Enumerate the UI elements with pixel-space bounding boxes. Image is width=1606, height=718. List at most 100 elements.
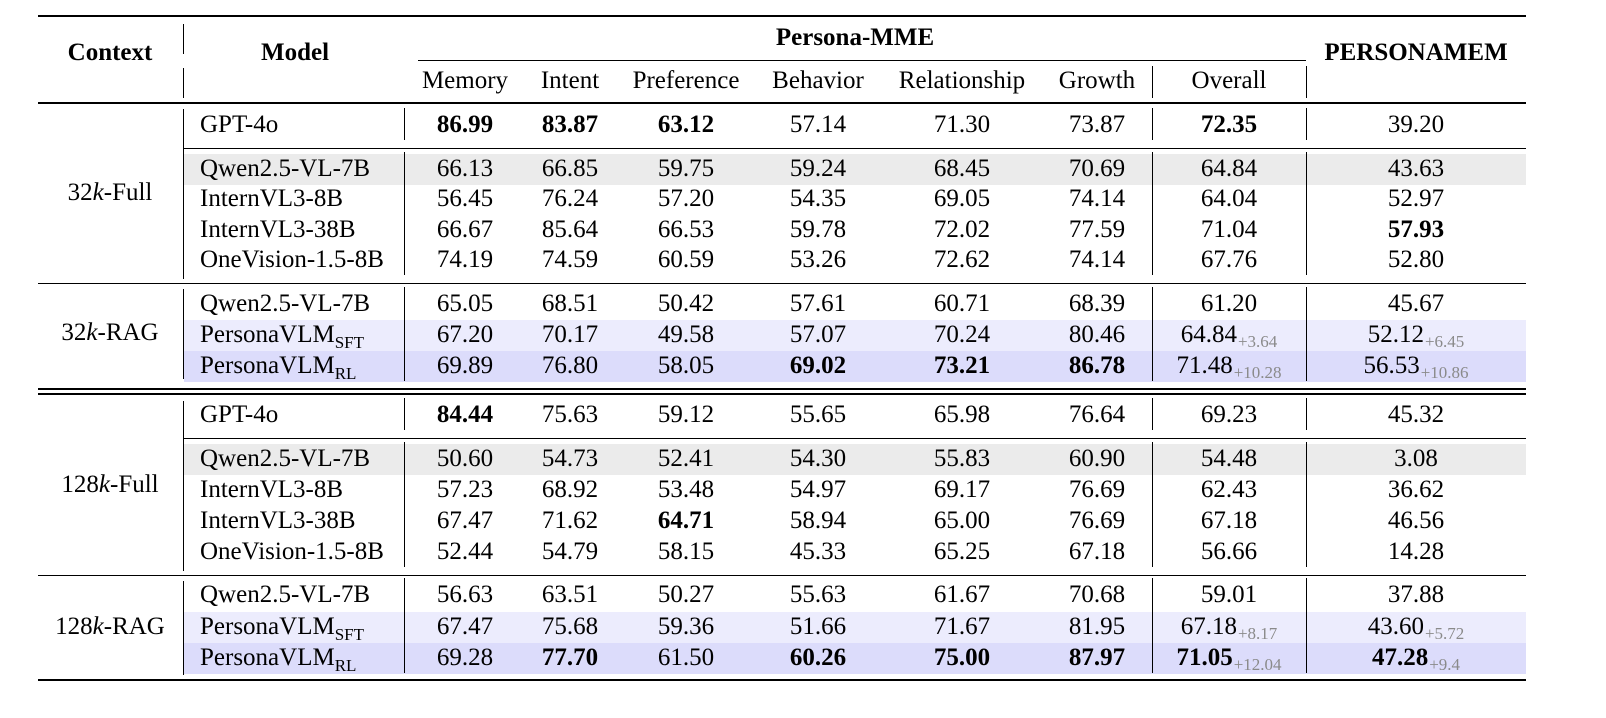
context-vsep (183, 109, 184, 279)
model-name: OneVision-1.5-8B (200, 246, 384, 273)
score-delta: +8.17 (1237, 624, 1278, 643)
group-vsep (1306, 152, 1307, 275)
score-cell: 60.90 (1068, 445, 1126, 472)
model-subscript: SFT (334, 333, 365, 352)
score-cell: 65.00 (933, 507, 991, 534)
score-cell: 71.67 (933, 613, 991, 640)
group-vsep (1152, 398, 1153, 430)
score-cell: 69.23 (1200, 401, 1258, 428)
header-col-memory: Memory (421, 67, 509, 94)
score-cell: 60.26 (789, 644, 847, 671)
row-highlight-sft (184, 320, 1526, 351)
score-cell: 75.63 (541, 401, 599, 428)
score-delta: +6.45 (1424, 332, 1465, 351)
score-cell: 57.14 (789, 111, 847, 138)
score-cell: 81.95 (1068, 613, 1126, 640)
group-vsep (404, 578, 405, 673)
score-cell: 85.64 (541, 216, 599, 243)
model-name: InternVL3-8B (200, 476, 344, 503)
header-col-growth: Growth (1058, 67, 1136, 94)
score-cell: 66.67 (436, 216, 494, 243)
header-group: Persona-MME (775, 24, 935, 51)
score-cell: 46.56 (1387, 507, 1445, 534)
score-cell: 45.32 (1387, 401, 1445, 428)
score-cell: 80.46 (1068, 321, 1126, 348)
group-vsep (1306, 442, 1307, 567)
top-rule (38, 15, 1526, 17)
group-vsep (1306, 578, 1307, 673)
group-vsep (404, 152, 405, 275)
score-cell: 84.44 (436, 401, 494, 428)
group-vsep (404, 398, 405, 430)
score-cell: 64.71 (657, 507, 715, 534)
score-cell: 59.75 (657, 155, 715, 182)
score-cell: 75.68 (541, 613, 599, 640)
group-vsep (1306, 398, 1307, 430)
group-vsep (1152, 152, 1153, 275)
score-cell: 69.28 (436, 644, 494, 671)
score-delta: +10.28 (1233, 363, 1282, 382)
double-rule-top (38, 388, 1526, 390)
score-cell: 69.02 (789, 352, 847, 379)
score-cell: 67.18+8.17 (1180, 613, 1278, 643)
score-cell: 55.83 (933, 445, 991, 472)
score-cell: 67.18 (1068, 538, 1126, 565)
score-cell: 60.71 (933, 290, 991, 317)
score-cell: 66.53 (657, 216, 715, 243)
score-cell: 73.87 (1068, 111, 1126, 138)
model-name: PersonaVLMSFT (200, 321, 365, 352)
row-highlight-baseline (184, 154, 1526, 185)
score-cell: 55.63 (789, 581, 847, 608)
score-cell: 73.21 (933, 352, 991, 379)
score-cell: 37.88 (1387, 581, 1445, 608)
score-cell: 43.63 (1387, 155, 1445, 182)
group-vsep (1152, 108, 1153, 140)
model-name: PersonaVLMRL (200, 644, 357, 675)
score-cell: 57.23 (436, 476, 494, 503)
score-cell: 70.69 (1068, 155, 1126, 182)
score-cell: 61.20 (1200, 290, 1258, 317)
score-cell: 45.33 (789, 538, 847, 565)
section-rule-3 (38, 575, 1526, 576)
score-cell: 47.28+9.4 (1371, 644, 1461, 674)
score-cell: 54.35 (789, 185, 847, 212)
score-cell: 68.45 (933, 155, 991, 182)
score-cell: 45.67 (1387, 290, 1445, 317)
score-cell: 51.66 (789, 613, 847, 640)
row-highlight-rl (184, 351, 1526, 382)
score-cell: 36.62 (1387, 476, 1445, 503)
score-delta: +9.4 (1429, 655, 1461, 674)
score-cell: 58.05 (657, 352, 715, 379)
model-name: GPT-4o (200, 401, 279, 428)
score-cell: 63.12 (657, 111, 715, 138)
score-cell: 56.66 (1200, 538, 1258, 565)
row-highlight-baseline (184, 444, 1526, 475)
group-vsep (404, 442, 405, 567)
score-cell: 71.05+12.04 (1176, 644, 1282, 674)
score-delta: +10.86 (1420, 363, 1469, 382)
score-cell: 70.17 (541, 321, 599, 348)
context-vsep (183, 581, 184, 675)
score-cell: 74.14 (1068, 246, 1126, 273)
model-name: Qwen2.5-VL-7B (200, 290, 371, 317)
score-cell: 74.19 (436, 246, 494, 273)
score-cell: 65.05 (436, 290, 494, 317)
model-name: PersonaVLMSFT (200, 613, 365, 644)
context-label: 128k-RAG (55, 613, 165, 640)
header-col-overall: Overall (1191, 67, 1267, 94)
group-vsep (1152, 287, 1153, 381)
score-cell: 68.51 (541, 290, 599, 317)
model-subscript: SFT (334, 625, 365, 644)
score-cell: 57.61 (789, 290, 847, 317)
score-cell: 74.59 (541, 246, 599, 273)
score-cell: 76.80 (541, 352, 599, 379)
score-cell: 53.48 (657, 476, 715, 503)
score-cell: 57.07 (789, 321, 847, 348)
score-cell: 72.62 (933, 246, 991, 273)
score-cell: 67.47 (436, 613, 494, 640)
model-name: OneVision-1.5-8B (200, 538, 384, 565)
score-cell: 71.30 (933, 111, 991, 138)
header-col-intent: Intent (540, 67, 600, 94)
group-vsep (1306, 287, 1307, 381)
